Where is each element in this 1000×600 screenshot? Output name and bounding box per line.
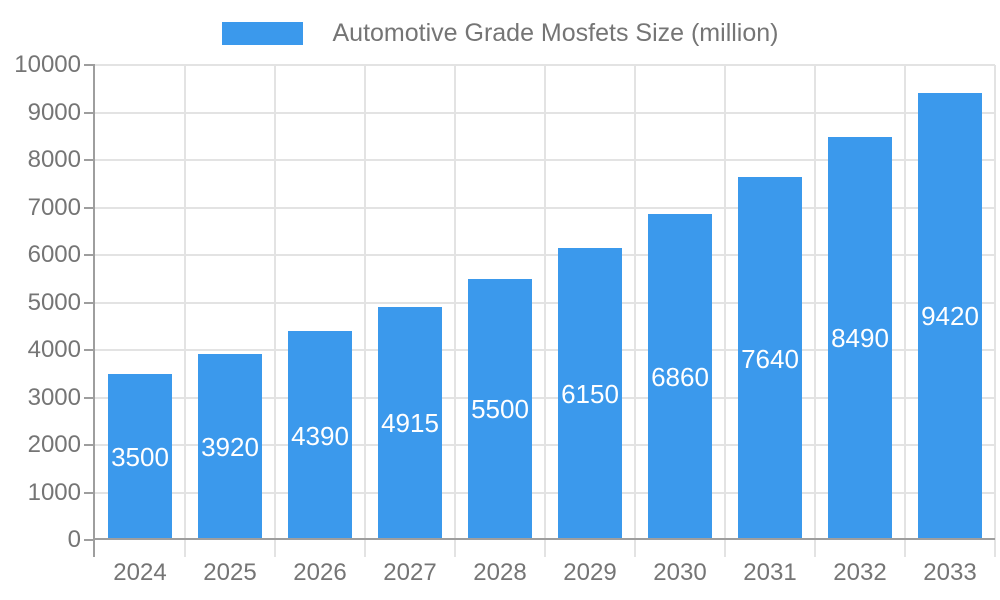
x-axis-label: 2025 — [203, 559, 257, 586]
y-axis-tick — [84, 159, 95, 161]
bar-value-label: 9420 — [921, 301, 979, 332]
x-axis-label: 2028 — [473, 559, 527, 586]
gridline-vertical — [364, 65, 366, 557]
y-axis-tick — [84, 301, 95, 304]
bar-value-label: 3920 — [201, 431, 259, 462]
bar-2032[interactable]: 8490 — [828, 136, 892, 540]
gridline-vertical — [814, 65, 816, 557]
y-axis-label: 6000 — [27, 241, 81, 268]
gridline-vertical — [184, 65, 186, 557]
gridline-vertical — [904, 65, 906, 557]
legend-label: Automotive Grade Mosfets Size (million) — [332, 18, 779, 47]
bar-value-label: 4915 — [381, 408, 439, 439]
x-axis-label: 2031 — [743, 559, 797, 586]
x-axis-line — [93, 538, 995, 540]
bar-2025[interactable]: 3920 — [198, 353, 262, 540]
y-axis-line — [93, 65, 95, 557]
gridline-vertical — [454, 65, 456, 557]
bar-value-label: 3500 — [111, 441, 169, 472]
bar-2029[interactable]: 6150 — [558, 247, 622, 540]
bar-2033[interactable]: 9420 — [918, 92, 982, 540]
y-axis-tick — [84, 491, 95, 494]
gridline-vertical — [274, 65, 276, 557]
y-axis-tick — [84, 396, 95, 399]
bar-2024[interactable]: 3500 — [108, 373, 172, 540]
y-axis-label: 8000 — [27, 146, 81, 173]
y-axis-label: 3000 — [27, 383, 81, 411]
y-axis-label: 0 — [67, 526, 81, 553]
bar-2030[interactable]: 6860 — [648, 214, 712, 540]
y-axis-tick — [84, 254, 95, 256]
y-axis-label: 10000 — [14, 51, 81, 78]
gridline-vertical — [724, 65, 726, 557]
gridline-vertical — [994, 65, 996, 557]
x-axis-label: 2033 — [923, 559, 977, 586]
bar-value-label: 4390 — [291, 420, 349, 451]
bar-value-label: 5500 — [471, 394, 529, 425]
legend-item[interactable]: Automotive Grade Mosfets Size (million) — [221, 18, 779, 48]
y-axis-label: 9000 — [27, 98, 81, 126]
x-axis-label: 2026 — [293, 559, 347, 586]
y-axis-tick — [84, 64, 95, 66]
y-axis-tick — [84, 111, 95, 114]
y-axis-label: 7000 — [27, 193, 81, 221]
y-axis-tick — [84, 206, 95, 209]
bar-value-label: 7640 — [741, 343, 799, 374]
x-axis-label: 2029 — [563, 559, 617, 586]
bar-2028[interactable]: 5500 — [468, 278, 532, 540]
y-axis-tick — [84, 539, 95, 541]
y-axis-label: 4000 — [27, 336, 81, 363]
gridline-vertical — [634, 65, 636, 557]
x-axis-label: 2032 — [833, 559, 887, 586]
y-axis-tick — [84, 349, 95, 351]
y-axis-tick — [84, 444, 95, 446]
bar-value-label: 6860 — [651, 362, 709, 393]
plot-area: 0 1000 2000 3000 4000 5000 6000 7000 8000 9000 100… — [14, 51, 996, 586]
bar-value-label: 8490 — [831, 323, 889, 354]
legend-swatch-icon — [221, 21, 303, 45]
y-axis-label: 1000 — [27, 478, 81, 506]
legend: Automotive Grade Mosfets Size (million) — [0, 19, 1000, 47]
bar-value-label: 6150 — [561, 378, 619, 409]
gridline-vertical — [544, 65, 546, 557]
x-axis-label: 2030 — [653, 559, 707, 586]
bar-2027[interactable]: 4915 — [378, 306, 442, 540]
x-axis-label: 2027 — [383, 559, 437, 586]
y-axis-label: 5000 — [27, 288, 81, 316]
y-axis-label: 2000 — [27, 431, 81, 458]
bar-2026[interactable]: 4390 — [288, 331, 352, 540]
x-axis-label: 2024 — [113, 559, 167, 586]
bar-2031[interactable]: 7640 — [738, 177, 802, 540]
